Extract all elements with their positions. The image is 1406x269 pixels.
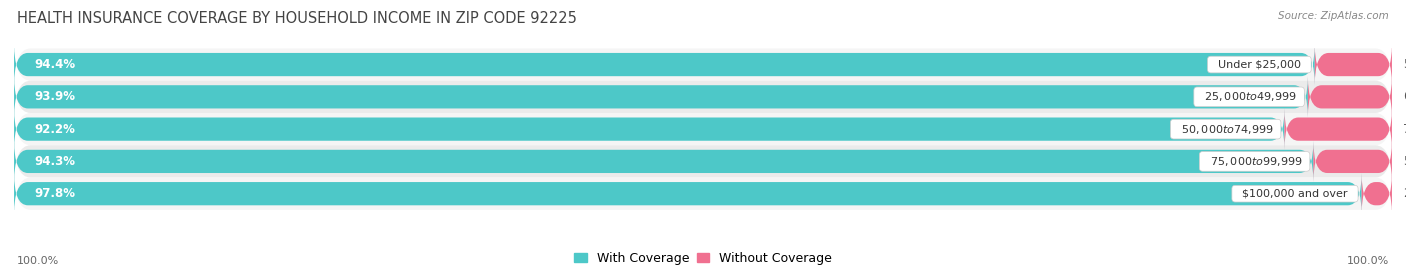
- Text: 100.0%: 100.0%: [1347, 256, 1389, 266]
- FancyBboxPatch shape: [14, 171, 1392, 216]
- Text: 94.3%: 94.3%: [35, 155, 76, 168]
- FancyBboxPatch shape: [14, 108, 1285, 150]
- Text: $100,000 and over: $100,000 and over: [1236, 189, 1355, 199]
- FancyBboxPatch shape: [14, 107, 1392, 152]
- FancyBboxPatch shape: [14, 141, 1313, 182]
- Text: 2.2%: 2.2%: [1403, 187, 1406, 200]
- Text: 7.8%: 7.8%: [1403, 123, 1406, 136]
- Text: HEALTH INSURANCE COVERAGE BY HOUSEHOLD INCOME IN ZIP CODE 92225: HEALTH INSURANCE COVERAGE BY HOUSEHOLD I…: [17, 11, 576, 26]
- FancyBboxPatch shape: [1315, 44, 1392, 85]
- Text: 6.1%: 6.1%: [1403, 90, 1406, 103]
- FancyBboxPatch shape: [14, 74, 1392, 119]
- FancyBboxPatch shape: [1308, 76, 1392, 118]
- FancyBboxPatch shape: [1285, 108, 1392, 150]
- Text: $50,000 to $74,999: $50,000 to $74,999: [1174, 123, 1278, 136]
- Text: Under $25,000: Under $25,000: [1211, 59, 1308, 70]
- Text: 5.6%: 5.6%: [1403, 58, 1406, 71]
- Text: 97.8%: 97.8%: [35, 187, 76, 200]
- FancyBboxPatch shape: [14, 42, 1392, 87]
- Text: 94.4%: 94.4%: [35, 58, 76, 71]
- FancyBboxPatch shape: [14, 173, 1361, 214]
- Text: $75,000 to $99,999: $75,000 to $99,999: [1202, 155, 1306, 168]
- Legend: With Coverage, Without Coverage: With Coverage, Without Coverage: [574, 252, 832, 265]
- Text: Source: ZipAtlas.com: Source: ZipAtlas.com: [1278, 11, 1389, 21]
- FancyBboxPatch shape: [14, 139, 1392, 184]
- Text: $25,000 to $49,999: $25,000 to $49,999: [1197, 90, 1301, 103]
- Text: 100.0%: 100.0%: [17, 256, 59, 266]
- Text: 92.2%: 92.2%: [35, 123, 76, 136]
- Text: 5.7%: 5.7%: [1403, 155, 1406, 168]
- FancyBboxPatch shape: [14, 76, 1308, 118]
- Text: 93.9%: 93.9%: [35, 90, 76, 103]
- FancyBboxPatch shape: [1313, 141, 1392, 182]
- FancyBboxPatch shape: [1361, 173, 1392, 214]
- FancyBboxPatch shape: [14, 44, 1315, 85]
